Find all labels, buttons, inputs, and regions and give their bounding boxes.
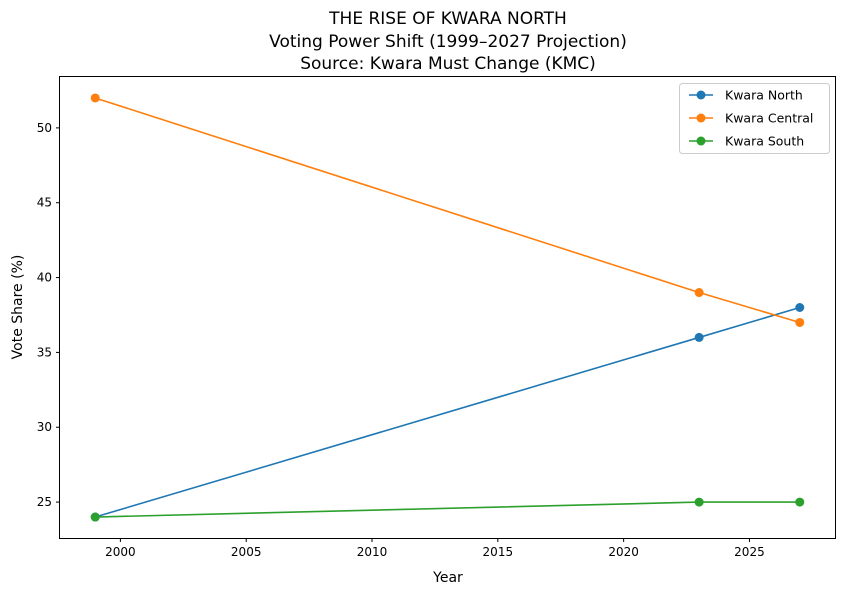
data-point-kwara-central [694, 288, 704, 298]
legend-box [679, 83, 830, 154]
y-tick-label: 25 [37, 495, 52, 509]
legend-marker-kwara-central [696, 113, 706, 123]
data-point-kwara-south [90, 512, 100, 522]
plot-frame [59, 76, 836, 539]
x-tick-label: 2020 [608, 545, 639, 559]
legend-marker-kwara-north [696, 90, 706, 100]
y-tick-label: 45 [37, 196, 52, 210]
x-axis: 2000 2005 2010 2015 2020 2025 [105, 538, 765, 559]
data-point-kwara-central [795, 317, 805, 327]
chart-title-line-2: Voting Power Shift (1999–2027 Projection… [269, 32, 627, 52]
x-tick-label: 2010 [357, 545, 388, 559]
chart-title: THE RISE OF KWARA NORTH Voting Power Shi… [269, 9, 627, 74]
legend-label-kwara-central: Kwara Central [725, 111, 813, 126]
y-tick-label: 35 [37, 345, 52, 359]
data-point-kwara-north [795, 303, 805, 312]
y-tick-label: 50 [37, 121, 52, 135]
series-line-kwara-south [95, 501, 800, 518]
legend-label-kwara-north: Kwara North [725, 88, 803, 103]
x-axis-label: Year [432, 570, 463, 586]
x-tick-label: 2000 [105, 545, 136, 559]
y-axis: 25 30 35 40 45 50 [37, 121, 60, 509]
chart-title-line-3: Source: Kwara Must Change (KMC) [300, 54, 596, 74]
legend: Kwara North Kwara Central Kwara South [679, 83, 830, 154]
y-tick-label: 30 [37, 420, 52, 434]
data-point-kwara-south [694, 497, 704, 507]
x-tick-label: 2015 [483, 545, 514, 559]
series-layer [90, 93, 805, 522]
data-point-kwara-north [694, 332, 704, 342]
legend-label-kwara-south: Kwara South [725, 134, 804, 149]
chart-title-line-1: THE RISE OF KWARA NORTH [328, 9, 567, 29]
x-tick-label: 2025 [734, 545, 765, 559]
x-tick-label: 2005 [231, 545, 262, 559]
series-line-kwara-north [94, 306, 801, 518]
data-point-kwara-south [795, 497, 805, 507]
data-point-kwara-central [90, 93, 100, 103]
y-tick-label: 40 [37, 271, 52, 285]
y-axis-label: Vote Share (%) [10, 255, 26, 360]
legend-marker-kwara-south [696, 136, 706, 146]
